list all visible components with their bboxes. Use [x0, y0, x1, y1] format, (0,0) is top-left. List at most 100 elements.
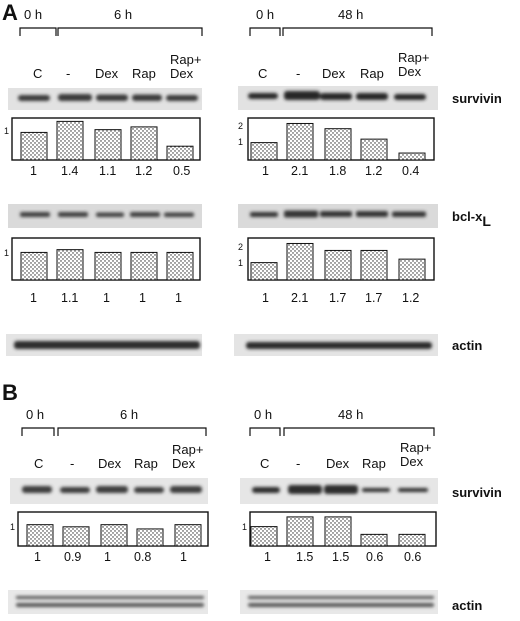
chart-bar: [174, 524, 202, 547]
condition-label: C: [33, 66, 42, 81]
chart-bar: [398, 152, 426, 161]
bracket-0h: [19, 27, 57, 36]
scale-tick: 1: [242, 522, 247, 532]
value-label: 0.5: [173, 164, 190, 178]
chart-bar: [324, 249, 352, 281]
bracket-time: [283, 427, 435, 436]
scale-tick: 2: [238, 121, 243, 131]
condition-label: Dex: [326, 456, 350, 471]
value-label: 2.1: [291, 291, 308, 305]
value-label: 0.6: [366, 550, 383, 564]
condition-label: Dex: [95, 66, 119, 81]
value-label: 1.1: [61, 291, 78, 305]
protein-label-survivin: survivin: [452, 485, 502, 500]
blot-bcl-xl: [238, 204, 438, 228]
time-zero-label: 0 h: [26, 407, 44, 422]
chart-bar: [360, 138, 388, 161]
condition-label: Dex: [98, 456, 122, 471]
chart-bar: [130, 126, 158, 161]
chart-bar: [56, 249, 84, 281]
value-label: 0.4: [402, 164, 419, 178]
condition-label: -: [70, 456, 74, 471]
condition-label-rapdex: Rap+ Dex: [400, 440, 431, 469]
chart-bar: [130, 251, 158, 281]
chart-bar: [286, 122, 314, 161]
value-label: 1.2: [135, 164, 152, 178]
protein-label-actin: actin: [452, 338, 482, 353]
chart-bar: [136, 528, 164, 547]
condition-label: Rap: [134, 456, 158, 471]
scale-tick: 1: [238, 258, 243, 268]
chart-bar: [324, 128, 352, 161]
condition-label: Rap: [132, 66, 156, 81]
value-label: 1.2: [365, 164, 382, 178]
value-label: 1: [175, 291, 182, 305]
blot-actin: [8, 590, 208, 614]
value-label: 0.9: [64, 550, 81, 564]
value-label: 1: [262, 164, 269, 178]
protein-label-actin: actin: [452, 598, 482, 613]
chart-bar: [94, 251, 122, 281]
chart-bar: [324, 516, 352, 547]
value-label: 1: [104, 550, 111, 564]
condition-label: C: [258, 66, 267, 81]
panel-letter-b: B: [2, 380, 18, 405]
value-label: 1: [264, 550, 271, 564]
chart-bar: [250, 526, 278, 547]
bar-group: [20, 120, 194, 161]
chart-bar: [100, 524, 128, 547]
bar-group: [20, 249, 194, 281]
blot-survivin: [10, 478, 208, 504]
chart-bar: [94, 129, 122, 161]
condition-label: Rap: [360, 66, 384, 81]
time-label: 6 h: [114, 7, 132, 22]
condition-label: -: [66, 66, 70, 81]
value-label: 1: [262, 291, 269, 305]
value-label: 1.8: [329, 164, 346, 178]
chart-bar: [20, 131, 48, 161]
chart-bar: [360, 533, 388, 547]
time-zero-label: 0 h: [256, 7, 274, 22]
panel-letter-a: A: [2, 0, 18, 25]
bar-group: [250, 242, 426, 281]
bracket-time: [57, 427, 207, 436]
blot-survivin: [8, 88, 202, 110]
value-label: 1.5: [296, 550, 313, 564]
condition-label: Dex: [322, 66, 346, 81]
chart-bar: [62, 526, 90, 547]
time-label: 48 h: [338, 7, 363, 22]
blot-actin: [6, 334, 202, 356]
condition-label: C: [34, 456, 43, 471]
value-label: 1: [180, 550, 187, 564]
chart-bar: [56, 120, 84, 161]
scale-tick: 1: [10, 522, 15, 532]
chart-bar: [398, 533, 426, 547]
protein-label-bcl-xl: bcl-xL: [452, 209, 491, 229]
chart-bar: [360, 249, 388, 281]
bracket-0h: [249, 27, 281, 36]
value-label: 1.7: [329, 291, 346, 305]
value-label: 1: [30, 291, 37, 305]
blot-bcl-xl: [8, 204, 202, 228]
value-label: 1.1: [99, 164, 116, 178]
chart-bar: [166, 251, 194, 281]
scale-tick: 1: [4, 126, 9, 136]
blot-survivin: [240, 478, 438, 504]
blot-actin: [240, 590, 438, 614]
bar-group: [250, 516, 426, 547]
condition-label: -: [296, 66, 300, 81]
protein-label-survivin: survivin: [452, 91, 502, 106]
condition-label: -: [296, 456, 300, 471]
value-label: 0.8: [134, 550, 151, 564]
chart-bar: [250, 142, 278, 161]
time-label: 6 h: [120, 407, 138, 422]
chart-bar: [398, 258, 426, 281]
time-zero-label: 0 h: [254, 407, 272, 422]
value-label: 1.2: [402, 291, 419, 305]
bracket-time: [282, 27, 433, 36]
bracket-0h: [249, 427, 281, 436]
chart-bar: [286, 516, 314, 547]
chart-bar: [20, 251, 48, 281]
blot-actin: [234, 334, 438, 356]
